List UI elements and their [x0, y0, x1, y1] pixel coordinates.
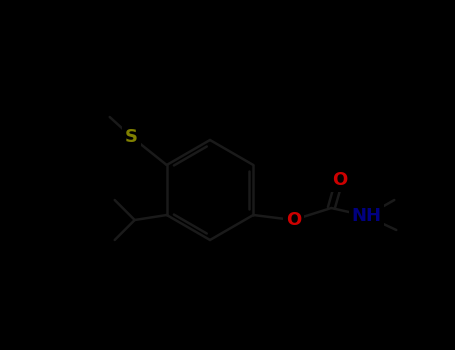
Text: O: O — [286, 211, 301, 229]
Text: O: O — [332, 171, 347, 189]
Text: NH: NH — [351, 207, 381, 225]
Text: S: S — [125, 128, 138, 146]
